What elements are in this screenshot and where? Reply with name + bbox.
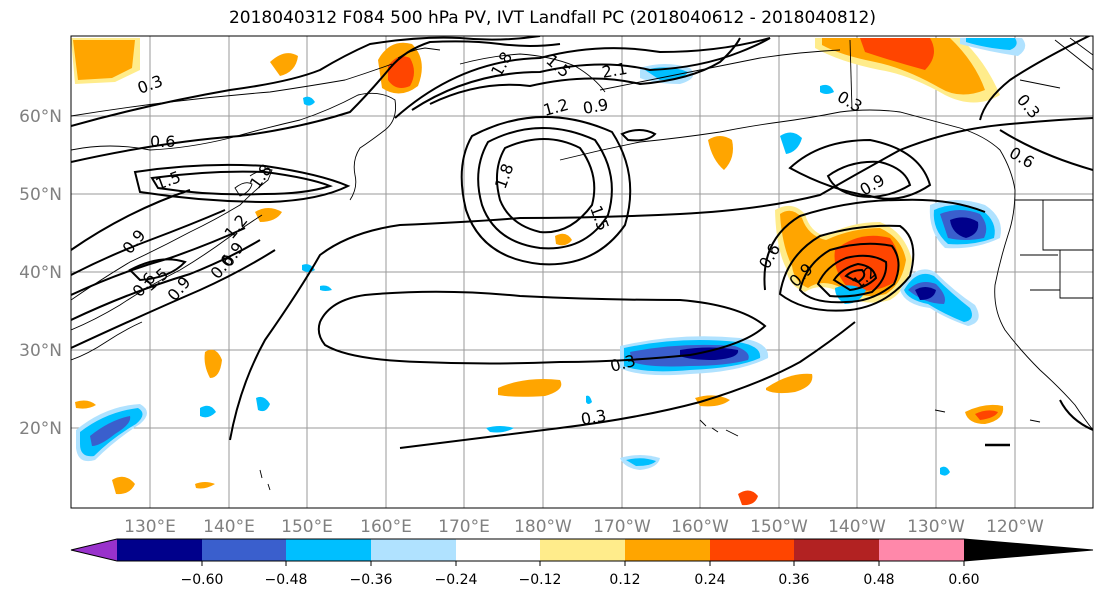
colorbar-segment [117, 539, 202, 561]
colorbar-segment [794, 539, 879, 561]
negative-anomaly-patch [820, 84, 834, 94]
negative-anomaly-patch [780, 132, 802, 154]
contour-label: 2.1 [600, 59, 628, 82]
latitude-labels: 20°N 30°N 40°N 50°N 60°N [19, 107, 62, 439]
colorbar-tick-label: 0.12 [609, 572, 640, 588]
map-frame [70, 35, 1094, 509]
colorbar-segment [540, 539, 625, 561]
colorbar-segment [371, 539, 456, 561]
colorbar: −0.60 −0.48 −0.36 −0.24 −0.12 0.12 0.24 … [70, 538, 1094, 588]
negative-anomaly-patch [950, 217, 979, 238]
lon-label: 130°E [124, 517, 176, 537]
negative-anomaly-patch [966, 38, 1017, 50]
positive-anomaly-patch [112, 476, 135, 495]
contour-label: 0.6 [150, 132, 175, 151]
positive-anomaly-patch [975, 410, 998, 420]
lon-label: 160°W [671, 517, 729, 537]
colorbar-segment [964, 539, 1093, 561]
gridlines [71, 36, 1093, 508]
positive-anomaly-patch [708, 136, 733, 170]
lon-label: 140°E [203, 517, 255, 537]
positive-anomaly-patch [738, 490, 758, 506]
lon-label: 160°E [360, 517, 412, 537]
positive-anomaly-patch [195, 482, 215, 489]
negative-anomaly-patch [256, 396, 270, 412]
lon-label: 150°E [281, 517, 333, 537]
positive-anomaly-patch [75, 400, 96, 409]
longitude-labels: 130°E 140°E 150°E 160°E 170°E 180°W 170°… [124, 517, 1044, 537]
colorbar-tick-label: −0.24 [435, 572, 478, 588]
negative-anomaly-patch [586, 395, 592, 404]
negative-anomaly-patch [915, 287, 936, 300]
lon-label: 130°W [907, 517, 965, 537]
lat-label: 40°N [19, 263, 62, 283]
positive-anomaly-patch [822, 38, 985, 95]
negative-anomaly-patch [320, 285, 332, 291]
positive-anomaly-patch [695, 395, 730, 407]
ivt-anomaly-fills [71, 38, 1026, 506]
negative-anomaly-patch [940, 466, 950, 476]
positive-anomaly-patch [766, 373, 813, 394]
lon-label: 120°W [986, 517, 1044, 537]
map-title: 2018040312 F084 500 hPa PV, IVT Landfall… [228, 8, 876, 28]
positive-anomaly-patch [498, 379, 562, 397]
lat-label: 50°N [19, 185, 62, 205]
colorbar-tick-label: 0.60 [948, 572, 979, 588]
negative-anomaly-patch [835, 285, 866, 304]
lon-label: 140°W [828, 517, 886, 537]
positive-anomaly-patch [860, 38, 934, 70]
negative-anomaly-patch [486, 426, 514, 433]
lon-label: 180°W [514, 517, 572, 537]
contour-label: 0.9 [581, 95, 609, 118]
colorbar-tick-label: 0.36 [778, 572, 809, 588]
negative-anomaly-patch [200, 405, 216, 418]
lat-label: 60°N [19, 107, 62, 127]
negative-anomaly-patch [303, 96, 315, 106]
lon-label: 150°W [750, 517, 808, 537]
colorbar-tick-label: 0.24 [694, 572, 725, 588]
colorbar-segment [202, 539, 286, 561]
colorbar-tick-label: −0.48 [265, 572, 308, 588]
colorbar-segment [71, 539, 117, 561]
positive-anomaly-patch [204, 349, 222, 378]
positive-anomaly-patch [73, 40, 135, 80]
colorbar-segment [286, 539, 371, 561]
colorbar-tick-label: −0.60 [181, 572, 224, 588]
negative-anomaly-patch [626, 458, 656, 466]
pv-contours [71, 36, 1093, 449]
lat-label: 20°N [19, 419, 62, 439]
contour-label: 0.3 [579, 406, 607, 429]
positive-anomaly-patch [555, 233, 572, 246]
positive-anomaly-patch [270, 53, 298, 76]
colorbar-tick-label: −0.36 [350, 572, 393, 588]
colorbar-segment [879, 539, 964, 561]
lon-label: 170°W [593, 517, 651, 537]
negative-anomaly-patch [90, 416, 131, 446]
negative-anomaly-patch [680, 347, 739, 360]
colorbar-segment [456, 539, 540, 561]
colorbar-segment [710, 539, 794, 561]
lon-label: 170°E [438, 517, 490, 537]
colorbar-segment [625, 539, 710, 561]
lat-label: 30°N [19, 341, 62, 361]
colorbar-tick-label: −0.12 [519, 572, 562, 588]
colorbar-tick-label: 0.48 [863, 572, 894, 588]
positive-anomaly-patch [255, 208, 282, 222]
